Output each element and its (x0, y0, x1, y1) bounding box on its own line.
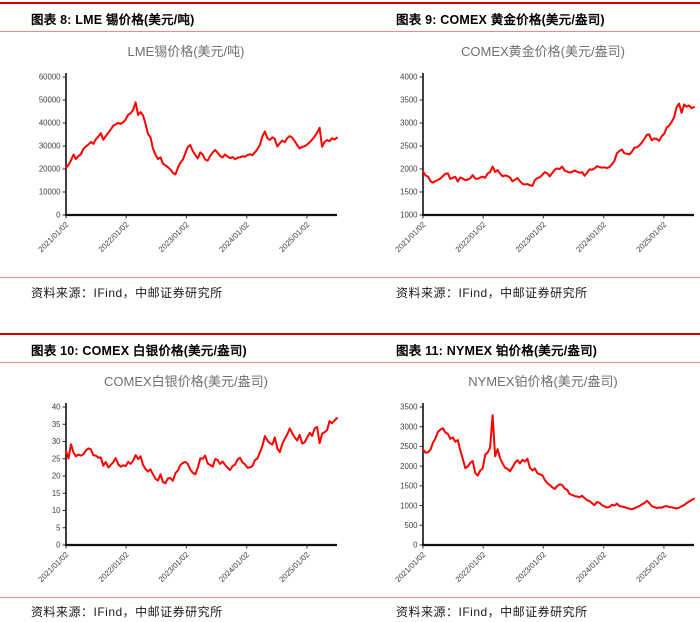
svg-text:2500: 2500 (400, 142, 418, 151)
svg-text:2000: 2000 (400, 462, 418, 471)
chart-title-nymex-platinum: NYMEX铂价格(美元/盎司) (468, 374, 618, 389)
figure-11-chart: NYMEX铂价格(美元/盎司) 0 500 1000 1500 2000 2500 3000… (383, 372, 700, 598)
svg-text:2021/01/02: 2021/01/02 (393, 220, 427, 254)
svg-text:40: 40 (51, 403, 60, 412)
svg-text:2023/01/02: 2023/01/02 (513, 550, 547, 584)
svg-text:2000: 2000 (400, 165, 418, 174)
figure-10-chart: COMEX白银价格(美元/盎司) 0 5 10 15 20 25 30 35 40 2021/01… (26, 372, 346, 598)
line-chart-nymex-platinum: 0 500 1000 1500 2000 2500 3000 3500 2021/01/02 20… (393, 403, 695, 584)
svg-text:2024/01/02: 2024/01/02 (217, 220, 251, 254)
svg-text:1000: 1000 (400, 211, 418, 220)
figure-8-chart: LME锡价格(美元/吨) 0 10000 20000 30000 40000 50000 6… (26, 42, 346, 268)
svg-text:2025/01/02: 2025/01/02 (634, 550, 668, 584)
svg-text:20: 20 (51, 472, 60, 481)
svg-text:2022/01/02: 2022/01/02 (453, 220, 487, 254)
svg-text:0: 0 (413, 541, 418, 550)
svg-text:0: 0 (56, 211, 61, 220)
line-chart-comex-gold: 1000 1500 2000 2500 3000 3500 4000 2021/01/02 20… (393, 73, 695, 254)
svg-text:2022/01/02: 2022/01/02 (453, 550, 487, 584)
figure-8-source: 资料来源：IFind，中邮证券研究所 (31, 286, 223, 300)
svg-text:2025/01/02: 2025/01/02 (277, 220, 311, 254)
svg-text:500: 500 (404, 521, 418, 530)
svg-text:35: 35 (51, 420, 60, 429)
svg-text:2500: 2500 (400, 442, 418, 451)
chart-title-comex-silver: COMEX白银价格(美元/盎司) (104, 374, 268, 389)
block2-header-rule (0, 362, 700, 363)
figure-11-source: 资料来源：IFind，中邮证券研究所 (396, 605, 588, 619)
figure-8-header: 图表 8: LME 锡价格(美元/吨) (31, 13, 195, 27)
line-chart-comex-silver: 0 5 10 15 20 25 30 35 40 2021/01/02 2022/01/02 2023… (36, 403, 338, 584)
svg-text:10: 10 (51, 506, 60, 515)
svg-text:3500: 3500 (400, 96, 418, 105)
svg-text:2022/01/02: 2022/01/02 (96, 550, 130, 584)
figure-10-source: 资料来源：IFind，中邮证券研究所 (31, 605, 223, 619)
block1-source-rule (0, 277, 700, 278)
svg-text:60000: 60000 (38, 73, 60, 82)
svg-text:2021/01/02: 2021/01/02 (393, 550, 427, 584)
chart-title-comex-gold: COMEX黄金价格(美元/盎司) (461, 44, 625, 59)
svg-text:3000: 3000 (400, 119, 418, 128)
figure-9-header: 图表 9: COMEX 黄金价格(美元/盎司) (396, 13, 605, 27)
svg-text:1500: 1500 (400, 188, 418, 197)
svg-text:25: 25 (51, 454, 60, 463)
figure-10-header: 图表 10: COMEX 白银价格(美元/盎司) (31, 344, 247, 358)
line-chart-lme-tin: 0 10000 20000 30000 40000 50000 60000 2021/01/0… (36, 73, 338, 254)
svg-text:2021/01/02: 2021/01/02 (36, 220, 70, 254)
block2-source-rule (0, 597, 700, 598)
svg-text:0: 0 (56, 541, 61, 550)
svg-text:1500: 1500 (400, 482, 418, 491)
svg-text:40000: 40000 (38, 119, 60, 128)
svg-text:2025/01/02: 2025/01/02 (277, 550, 311, 584)
svg-text:2024/01/02: 2024/01/02 (574, 550, 608, 584)
block2-top-rule (0, 333, 700, 335)
svg-text:5: 5 (56, 523, 61, 532)
svg-text:30: 30 (51, 437, 60, 446)
svg-text:2024/01/02: 2024/01/02 (217, 550, 251, 584)
svg-text:2024/01/02: 2024/01/02 (574, 220, 608, 254)
figure-9-chart: COMEX黄金价格(美元/盎司) 1000 1500 2000 2500 3000 350… (383, 42, 700, 268)
svg-text:2023/01/02: 2023/01/02 (156, 220, 190, 254)
svg-text:3000: 3000 (400, 422, 418, 431)
block1-top-rule (0, 2, 700, 4)
svg-text:15: 15 (51, 489, 60, 498)
svg-text:50000: 50000 (38, 96, 60, 105)
svg-text:4000: 4000 (400, 73, 418, 82)
svg-text:30000: 30000 (38, 142, 60, 151)
chart-title-lme-tin: LME锡价格(美元/吨) (127, 44, 245, 59)
block1-header-rule (0, 31, 700, 32)
svg-text:2023/01/02: 2023/01/02 (156, 550, 190, 584)
svg-text:20000: 20000 (38, 165, 60, 174)
svg-text:2021/01/02: 2021/01/02 (36, 550, 70, 584)
svg-text:10000: 10000 (38, 188, 60, 197)
svg-text:2022/01/02: 2022/01/02 (96, 220, 130, 254)
figure-11-header: 图表 11: NYMEX 铂价格(美元/盎司) (396, 344, 598, 358)
svg-text:3500: 3500 (400, 403, 418, 412)
svg-text:2023/01/02: 2023/01/02 (513, 220, 547, 254)
svg-text:1000: 1000 (400, 501, 418, 510)
figure-9-source: 资料来源：IFind，中邮证券研究所 (396, 286, 588, 300)
svg-text:2025/01/02: 2025/01/02 (634, 220, 668, 254)
